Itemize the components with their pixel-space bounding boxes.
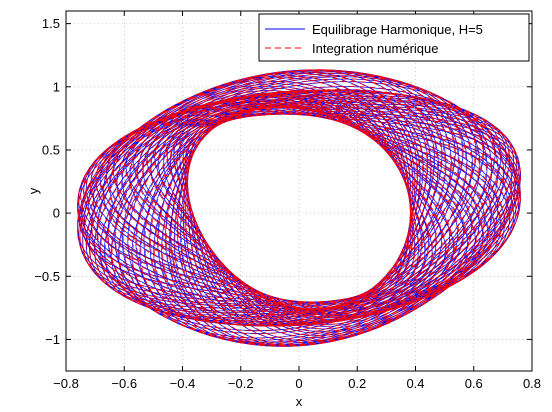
y-tick-label: −0.5 (34, 269, 60, 284)
x-tick-label: 0.4 (406, 376, 424, 391)
x-axis-label: x (296, 394, 303, 409)
tick-labels: −0.8 −0.6 −0.4 −0.2 0 0.2 0.4 0.6 0.8 −1 −0.5 0 0.5 1… (34, 16, 541, 391)
x-tick-label: −0.6 (111, 376, 137, 391)
x-tick-label: 0 (295, 376, 302, 391)
plot-curves (77, 69, 521, 347)
legend-box (258, 13, 530, 62)
x-tick-label: 0.8 (523, 376, 541, 391)
legend: Equilibrage Harmonique, H=5 Integration … (258, 13, 530, 62)
x-tick-label: 0.6 (465, 376, 483, 391)
legend-label-numerical-integration: Integration numérique (312, 41, 438, 56)
y-axis-label: y (26, 187, 41, 194)
series-line-numerical-integration (77, 69, 521, 347)
y-tick-label: 1 (53, 79, 60, 94)
x-tick-label: 0.2 (348, 376, 366, 391)
y-tick-label: 0 (53, 206, 60, 221)
y-tick-label: 1.5 (42, 16, 60, 31)
x-tick-label: −0.4 (170, 376, 196, 391)
x-tick-label: −0.8 (53, 376, 79, 391)
y-tick-label: 0.5 (42, 142, 60, 157)
y-tick-label: −1 (45, 332, 60, 347)
x-tick-label: −0.2 (228, 376, 254, 391)
legend-label-harmonic-balance: Equilibrage Harmonique, H=5 (312, 22, 483, 37)
